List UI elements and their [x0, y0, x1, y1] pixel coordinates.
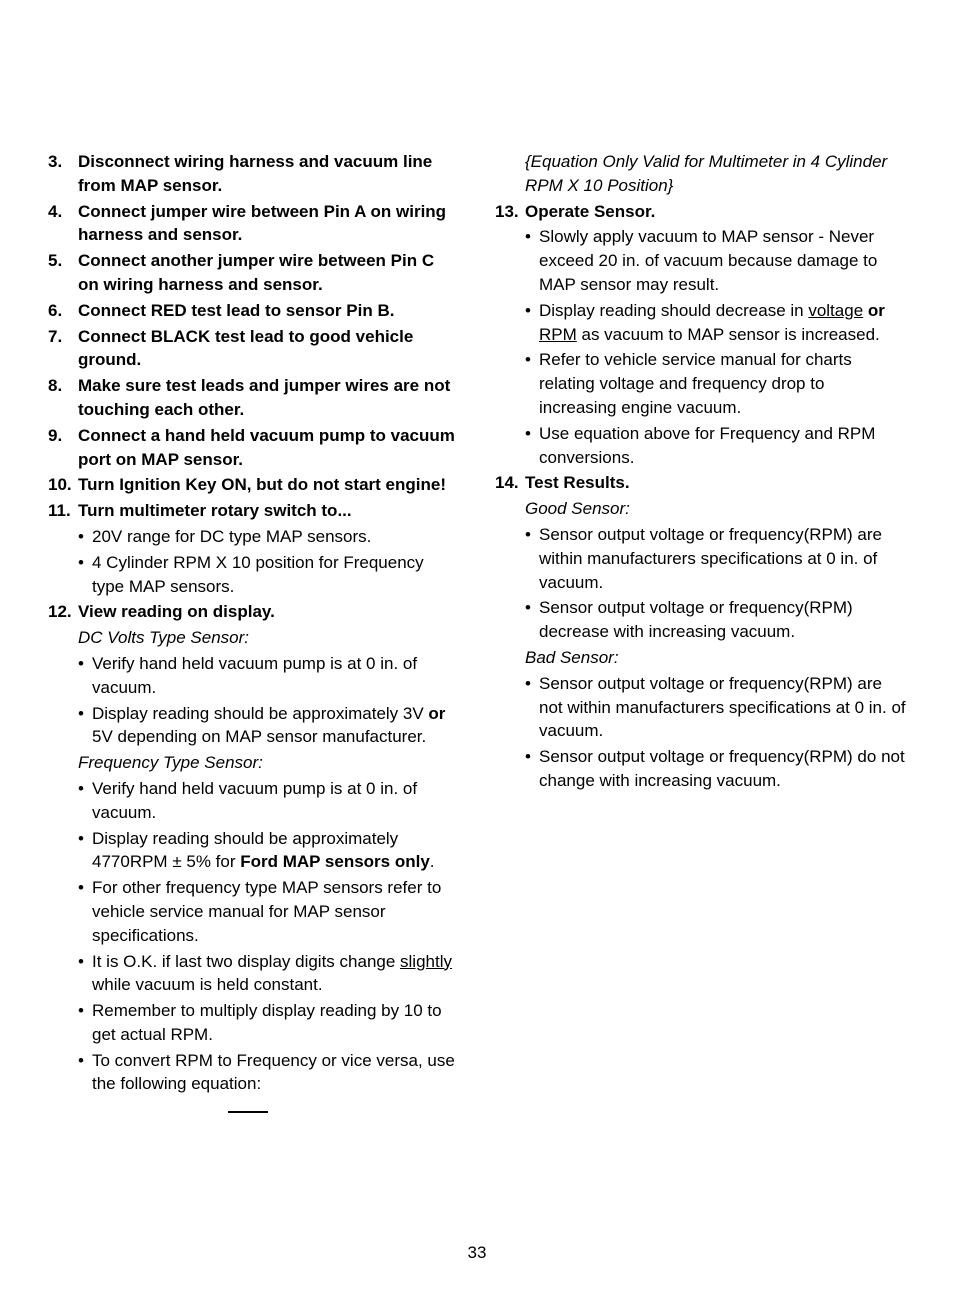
step-4: 4.Connect jumper wire between Pin A on w… — [48, 200, 459, 248]
step-3: 3.Disconnect wiring harness and vacuum l… — [48, 150, 459, 198]
step-6: 6.Connect RED test lead to sensor Pin B. — [48, 299, 459, 323]
step-11-bullet-2: •4 Cylinder RPM X 10 position for Freque… — [78, 551, 459, 599]
page-number: 33 — [0, 1241, 954, 1265]
step-12-sub-freq: Frequency Type Sensor: — [78, 751, 459, 775]
step-11-title: Turn multimeter rotary switch to... — [78, 499, 459, 523]
step-12-b6: •It is O.K. if last two display digits c… — [78, 950, 459, 998]
step-11: 11. Turn multimeter rotary switch to... … — [48, 499, 459, 598]
step-12-b7: •Remember to multiply display reading by… — [78, 999, 459, 1047]
step-12-sub-dc: DC Volts Type Sensor: — [78, 626, 459, 650]
step-12-b4: •Display reading should be approximately… — [78, 827, 459, 875]
bad-sensor-label: Bad Sensor: — [525, 646, 906, 670]
good-b2: •Sensor output voltage or frequency(RPM)… — [525, 596, 906, 644]
step-13: 13. Operate Sensor. •Slowly apply vacuum… — [495, 200, 906, 470]
step-12-b2: •Display reading should be approximately… — [78, 702, 459, 750]
step-10: 10.Turn Ignition Key ON, but do not star… — [48, 473, 459, 497]
step-12-b3: •Verify hand held vacuum pump is at 0 in… — [78, 777, 459, 825]
step-13-b1: •Slowly apply vacuum to MAP sensor - Nev… — [525, 225, 906, 296]
step-11-bullet-1: •20V range for DC type MAP sensors. — [78, 525, 459, 549]
step-5: 5.Connect another jumper wire between Pi… — [48, 249, 459, 297]
content-columns: 3.Disconnect wiring harness and vacuum l… — [48, 150, 906, 1190]
good-sensor-label: Good Sensor: — [525, 497, 906, 521]
step-13-b3: •Refer to vehicle service manual for cha… — [525, 348, 906, 419]
bad-b1: •Sensor output voltage or frequency(RPM)… — [525, 672, 906, 743]
step-13-b4: •Use equation above for Frequency and RP… — [525, 422, 906, 470]
step-12-b8: •To convert RPM to Frequency or vice ver… — [78, 1049, 459, 1097]
equation-note: {Equation Only Valid for Multimeter in 4… — [495, 150, 906, 198]
good-b1: •Sensor output voltage or frequency(RPM)… — [525, 523, 906, 594]
equation-line — [78, 1096, 459, 1120]
step-12-b1: •Verify hand held vacuum pump is at 0 in… — [78, 652, 459, 700]
step-7: 7.Connect BLACK test lead to good vehicl… — [48, 325, 459, 373]
step-14-title: Test Results. — [525, 471, 906, 495]
bad-b2: •Sensor output voltage or frequency(RPM)… — [525, 745, 906, 793]
step-9: 9.Connect a hand held vacuum pump to vac… — [48, 424, 459, 472]
step-13-title: Operate Sensor. — [525, 200, 906, 224]
step-12-b5: •For other frequency type MAP sensors re… — [78, 876, 459, 947]
step-14: 14. Test Results. Good Sensor: •Sensor o… — [495, 471, 906, 792]
step-13-b2: •Display reading should decrease in volt… — [525, 299, 906, 347]
step-12-title: View reading on display. — [78, 600, 459, 624]
step-8: 8.Make sure test leads and jumper wires … — [48, 374, 459, 422]
step-12: 12. View reading on display. DC Volts Ty… — [48, 600, 459, 1120]
